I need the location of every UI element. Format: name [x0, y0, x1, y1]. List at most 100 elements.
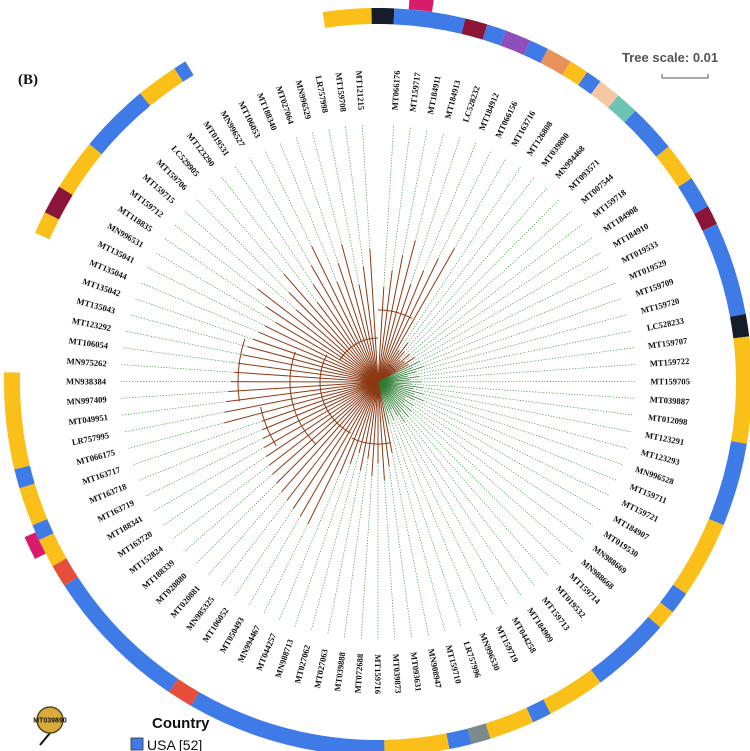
- leaf-connector: [173, 224, 258, 290]
- leaf-label: MT106054: [68, 336, 109, 351]
- leaf-connector: [263, 523, 309, 614]
- leaf-connector: [128, 314, 248, 348]
- ring-segment-usa: [660, 584, 687, 613]
- ring-segment-maroon: [694, 206, 717, 231]
- leaf-connector: [195, 482, 278, 565]
- tree-branch: [377, 381, 414, 406]
- highlight-tab: [24, 532, 46, 560]
- ring-segment-yellow: [384, 733, 450, 751]
- legend-title: Country: [152, 715, 210, 732]
- leaf-connector: [383, 124, 395, 288]
- leaf-connector: [154, 447, 265, 511]
- tree-branch: [262, 381, 379, 431]
- leaf-label: LC528232: [460, 85, 481, 124]
- ring-segment-usa: [89, 93, 151, 155]
- tree-clade-arc: [387, 363, 396, 373]
- ring-segment-yellow: [731, 336, 750, 444]
- tree-branch: [377, 381, 393, 453]
- leaf-connector: [328, 128, 360, 285]
- leaf-connector: [413, 393, 623, 465]
- ring-segment-teal: [608, 95, 636, 123]
- leaf-connector: [345, 126, 364, 267]
- tree-branch: [336, 281, 379, 383]
- leaf-label: MT049951: [68, 412, 109, 427]
- tree-branch: [293, 381, 379, 509]
- legend-swatch-usa: [130, 737, 144, 751]
- leaf-label: MT039887: [650, 394, 691, 407]
- ring-segment-yellow: [656, 146, 692, 188]
- leaf-label: MT163717: [81, 464, 122, 486]
- leaf-connector: [146, 438, 264, 497]
- ring-segment-usa: [624, 110, 669, 157]
- tree-branch: [377, 376, 419, 383]
- leaf-label: MT072688: [353, 653, 366, 694]
- leaf-connector: [454, 157, 507, 249]
- leaf-connector: [139, 429, 263, 481]
- leaf-connector: [391, 452, 429, 636]
- leaf-connector: [220, 499, 288, 587]
- tree-scale-label: Tree scale: 0.01: [622, 50, 718, 65]
- leaf-label: MT019529: [627, 257, 667, 281]
- leaf-label: MT159708: [334, 72, 349, 113]
- tree-branch: [358, 284, 379, 383]
- tree-branch: [266, 381, 379, 457]
- tree-branch: [262, 381, 379, 439]
- ring-segment-yellow: [140, 68, 184, 106]
- legend-item-usa: USA [52]: [147, 737, 202, 751]
- leaf-label: MT135042: [81, 276, 122, 298]
- tree-branch: [288, 292, 379, 383]
- ring-segment-yellow: [543, 669, 601, 714]
- leaf-connector: [411, 383, 636, 399]
- tree-branch: [377, 381, 415, 400]
- leaf-connector: [343, 458, 369, 638]
- ring-segment-yellow: [485, 707, 534, 739]
- root-node-circle: [36, 706, 64, 734]
- highlight-tab: [408, 0, 434, 12]
- country-color-ring: [3, 7, 750, 751]
- tree-branch: [359, 381, 379, 471]
- tree-branch: [377, 270, 424, 383]
- leaf-label: MT159716: [373, 654, 383, 694]
- tree-branch: [307, 381, 379, 524]
- leaf-label: MT039888: [332, 651, 347, 692]
- tree-branch: [224, 381, 379, 424]
- leaf-connector: [124, 411, 226, 433]
- leaf-connector: [437, 150, 492, 260]
- tree-branch: [234, 371, 379, 383]
- leaf-connector: [278, 473, 341, 621]
- leaf-label: MT027063: [312, 648, 330, 689]
- highlight-tabs: [24, 0, 434, 560]
- tree-branch: [377, 258, 439, 383]
- leaf-label: MT039873: [391, 653, 404, 693]
- tree-branch: [264, 381, 379, 448]
- ring-segment-peach: [590, 81, 619, 108]
- ring-segment-yellow: [19, 483, 48, 526]
- tree-branch: [262, 381, 379, 422]
- ring-segment-yellow: [35, 212, 60, 240]
- tree-branch: [377, 248, 455, 383]
- leaf-label: MN996529: [294, 79, 314, 120]
- leaf-connector: [407, 330, 631, 377]
- ring-segment-red: [168, 678, 199, 706]
- tree-clade-arc: [319, 354, 352, 434]
- leaf-connector: [235, 166, 314, 285]
- leaf-connector: [409, 210, 572, 355]
- tree-branch: [377, 240, 416, 383]
- tree-branch: [377, 381, 395, 421]
- leaf-connector: [248, 516, 301, 606]
- leaf-connector: [384, 479, 396, 640]
- leaf-label: MN997409: [66, 394, 107, 407]
- leaf-label: MT135043: [76, 296, 117, 316]
- tree-branch: [317, 302, 379, 383]
- leaf-connector: [310, 452, 360, 632]
- ring-segment-usa: [64, 576, 178, 693]
- ring-segment-red: [52, 558, 78, 586]
- leaf-connector: [414, 237, 593, 358]
- tree-branch: [377, 367, 413, 383]
- leaf-label: MN996528: [634, 464, 676, 487]
- leaf-connector: [414, 132, 445, 241]
- leaf-connector: [294, 463, 351, 627]
- leaf-connector: [412, 404, 593, 526]
- leaf-label: LC528233: [646, 315, 685, 332]
- leaf-label: MT159720: [640, 296, 681, 316]
